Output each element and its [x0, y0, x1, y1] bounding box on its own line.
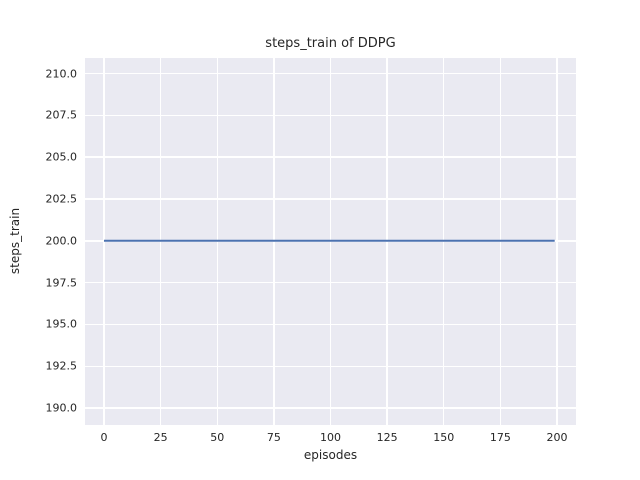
x-axis-label: episodes [303, 448, 358, 462]
y-axis-label: steps_train [8, 207, 22, 275]
x-tick-label: 150 [433, 431, 455, 444]
x-tick-label: 25 [153, 431, 168, 444]
gridline-horizontal [85, 72, 576, 75]
x-tick-label: 125 [376, 431, 398, 444]
chart-title: steps_train of DDPG [265, 36, 396, 51]
y-tick-label: 210.0 [45, 67, 78, 81]
y-tick-label: 192.5 [45, 359, 78, 373]
x-tick-label: 0 [100, 431, 108, 444]
x-tick-label: 100 [320, 431, 341, 444]
y-tick-label: 200.0 [45, 234, 78, 248]
gridline-horizontal [85, 198, 576, 200]
y-tick-label: 195.0 [45, 317, 78, 331]
x-tick-label: 75 [266, 431, 281, 444]
y-tick-label: 205.0 [45, 150, 78, 164]
gridline-horizontal [85, 365, 576, 368]
y-tick-label: 202.5 [45, 192, 78, 206]
y-tick-label: 207.5 [45, 108, 78, 122]
gridline-horizontal [85, 323, 576, 326]
x-tick-label: 175 [489, 431, 511, 444]
x-tick-label: 50 [210, 431, 225, 444]
y-tick-label: 197.5 [45, 276, 78, 290]
series-layer [104, 239, 555, 242]
plot-area [85, 58, 576, 425]
gridline-horizontal [85, 156, 576, 158]
x-tick-label: 200 [546, 431, 568, 444]
gridline-horizontal [85, 114, 576, 117]
gridline-horizontal [85, 281, 576, 284]
y-tick-label: 190.0 [45, 401, 78, 415]
gridline-horizontal [85, 407, 576, 409]
